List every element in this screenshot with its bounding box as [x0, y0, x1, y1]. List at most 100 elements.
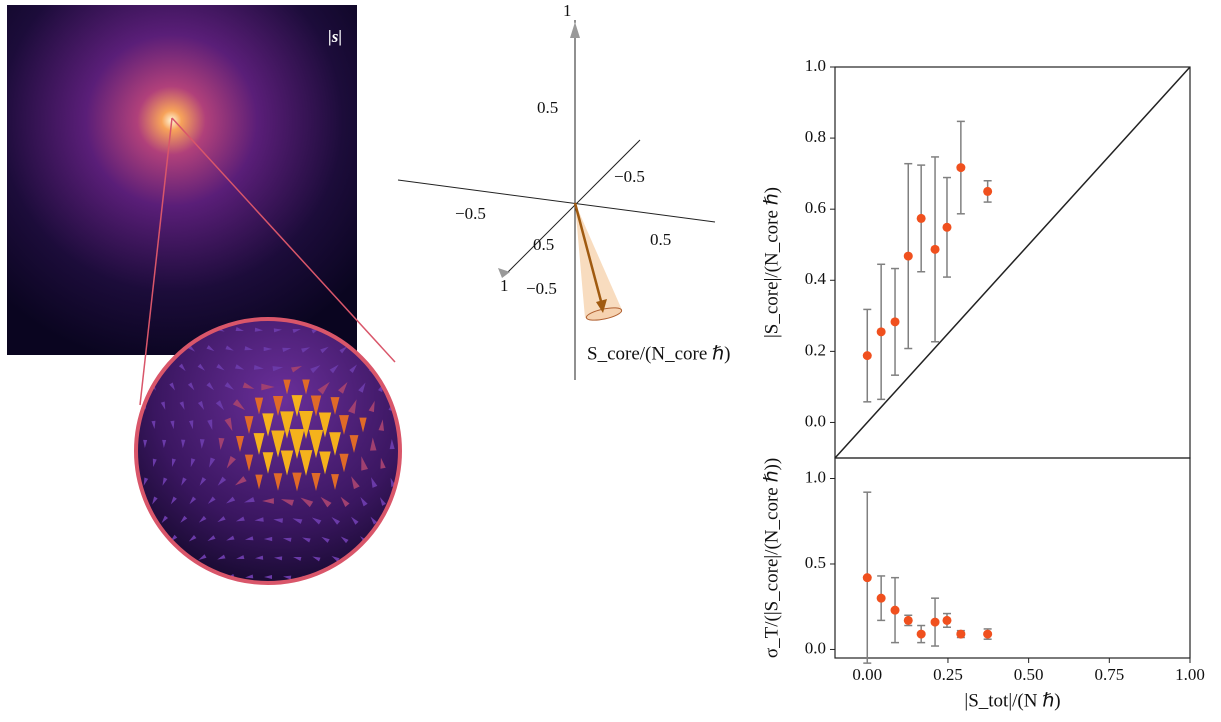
point: [956, 629, 966, 639]
point: [916, 213, 926, 223]
point: [903, 615, 913, 625]
spin-arrow: [180, 515, 188, 523]
spin-arrow: [299, 450, 313, 476]
spin-arrow: [255, 474, 263, 490]
point: [983, 186, 993, 196]
spin-arrow: [302, 537, 311, 543]
spin-arrow: [331, 556, 340, 562]
spin-arrow: [263, 346, 273, 352]
zoom-line: [171, 117, 396, 363]
spin-arrow: [292, 328, 301, 334]
y-tick-label: 0.4: [805, 269, 827, 288]
spin-arrow: [273, 556, 283, 561]
spin-arrow: [234, 364, 245, 370]
axis-head: [570, 22, 580, 38]
spin-arrow: [292, 472, 302, 492]
spin-arrow: [150, 572, 159, 580]
vector-label: S_core/(N_core ℏ): [587, 343, 730, 364]
tick-3d: −0.5: [614, 167, 645, 186]
inset: [136, 319, 400, 583]
spin-arrow: [389, 438, 395, 450]
spin-arrow: [151, 420, 156, 429]
spin-arrow: [378, 419, 385, 431]
spin-arrow: [242, 382, 255, 389]
spin-arrow: [370, 516, 378, 525]
spin-arrow: [329, 432, 341, 456]
spin-arrow: [280, 411, 294, 439]
x-tick-label: 0.75: [1094, 665, 1124, 684]
spin-arrow: [226, 535, 235, 541]
spin-arrow: [308, 429, 324, 459]
spin-arrow: [398, 535, 400, 544]
spin-arrow: [379, 535, 387, 544]
spin-arrow: [217, 516, 226, 523]
spin-arrow: [339, 453, 349, 473]
spin-arrow: [348, 399, 357, 414]
spin-arrow: [226, 496, 236, 504]
spin-arrow: [206, 382, 214, 391]
x-axis-label: |S_tot|/(N ℏ): [964, 690, 1060, 711]
point: [862, 351, 872, 361]
spin-arrow: [377, 345, 385, 354]
spin-arrow: [399, 497, 400, 506]
spin-arrow: [387, 327, 395, 335]
spin-arrow: [198, 515, 207, 523]
spin-arrow: [378, 574, 387, 582]
spin-arrow: [207, 535, 216, 542]
spin-arrow: [162, 439, 167, 449]
spin-arrow: [389, 516, 396, 525]
spin-arrow: [340, 496, 350, 507]
spin-arrow: [379, 497, 387, 506]
spin-arrow: [244, 346, 254, 351]
spin-arrow: [319, 451, 331, 475]
spin-arrow: [197, 363, 206, 371]
point: [942, 222, 952, 232]
tick-3d: 0.5: [537, 98, 558, 117]
spin-arrow: [272, 395, 284, 417]
spin-arrow: [397, 383, 400, 392]
tick-3d: 0.5: [650, 230, 671, 249]
point: [903, 251, 913, 261]
spin-arrow: [358, 346, 366, 354]
spin-arrow: [244, 416, 254, 434]
spin-arrow: [340, 575, 349, 581]
spin-arrow: [299, 411, 313, 439]
inset-border: [134, 317, 402, 585]
spin-arrow: [244, 496, 255, 503]
point: [876, 327, 886, 337]
spin-arrow: [273, 518, 284, 523]
spin-arrow: [254, 517, 264, 522]
y-tick-label: 0.0: [805, 411, 826, 430]
spin-arrow: [188, 420, 194, 430]
spin-arrow: [207, 573, 216, 579]
point: [942, 615, 952, 625]
spin-arrow: [162, 477, 168, 486]
spin-arrow: [262, 452, 274, 474]
spin-arrow: [261, 383, 275, 391]
spin-arrow: [245, 574, 254, 579]
spin-arrow: [300, 497, 314, 508]
spin-arrow: [216, 363, 225, 371]
spin-arrow: [361, 456, 369, 471]
spin-arrow: [271, 430, 285, 458]
spin-arrow: [160, 401, 166, 410]
spin-arrow: [389, 555, 397, 563]
spin-arrow: [317, 381, 330, 395]
y-tick-label: 0.8: [805, 127, 826, 146]
identity-line: [834, 66, 1191, 459]
spin-arrow: [351, 516, 359, 525]
spin-arrow: [142, 553, 150, 561]
spin-arrow: [291, 395, 303, 417]
spin-arrow: [283, 575, 292, 580]
spin-arrow: [189, 496, 197, 505]
spin-arrow: [359, 417, 367, 433]
spin-arrow: [152, 458, 157, 467]
tick-3d: 0.5: [533, 235, 554, 254]
spin-arrow: [272, 366, 284, 372]
plot-frame: [834, 457, 1191, 659]
spin-arrow: [253, 433, 265, 455]
y-tick-label: 0.0: [805, 638, 826, 657]
spin-arrow: [197, 400, 205, 410]
spin-arrow: [282, 347, 292, 353]
